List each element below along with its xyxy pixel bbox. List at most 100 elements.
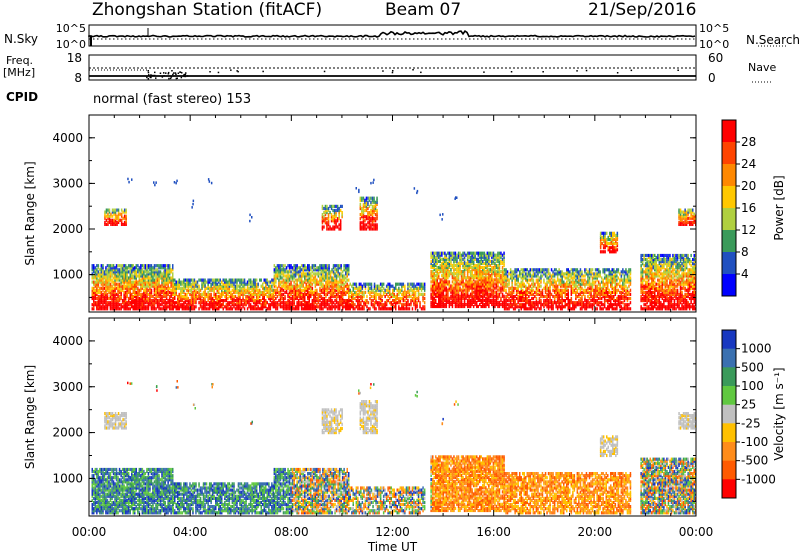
heatmap-cell: [460, 261, 463, 265]
heatmap-cell: [433, 265, 435, 270]
heatmap-cell: [296, 286, 298, 290]
heatmap-cell: [97, 305, 100, 309]
heatmap-cell: [296, 264, 298, 268]
heatmap-cell: [578, 303, 580, 307]
heatmap-cell: [479, 286, 481, 290]
heatmap-cell: [337, 270, 339, 274]
freq-dot: [172, 73, 174, 76]
heatmap-cell: [492, 300, 495, 304]
heatmap-cell: [466, 259, 469, 263]
heatmap-cell: [195, 294, 197, 299]
heatmap-cell: [193, 278, 196, 282]
heatmap-cell: [216, 307, 218, 311]
heatmap-cell: [147, 284, 150, 288]
heatmap-cell: [482, 290, 484, 294]
heatmap-cell: [162, 284, 165, 288]
heatmap-cell: [202, 301, 205, 305]
heatmap-cell: [466, 268, 469, 272]
heatmap-cell: [190, 290, 193, 294]
heatmap-cell: [262, 286, 264, 290]
heatmap-cell: [331, 284, 333, 288]
heatmap-cell: [563, 299, 565, 303]
heatmap-cell: [334, 307, 336, 311]
heatmap-cell: [281, 294, 283, 299]
heatmap-cell: [187, 303, 190, 307]
heatmap-cell: [132, 305, 134, 309]
heatmap-cell: [515, 305, 518, 309]
heatmap-cell: [337, 288, 339, 292]
heatmap-cell: [269, 292, 272, 296]
heatmap-cell: [263, 303, 265, 307]
heatmap-cell: [120, 272, 122, 276]
heatmap-cell: [108, 282, 110, 286]
heatmap-cell: [134, 288, 136, 292]
heatmap-cell: [485, 296, 487, 300]
heatmap-cell: [578, 272, 580, 276]
heatmap-cell: [515, 276, 518, 280]
heatmap-cell: [508, 290, 510, 294]
heatmap-cell: [588, 290, 591, 294]
heatmap-cell: [401, 305, 403, 309]
heatmap-cell: [511, 290, 513, 294]
freq-dot: [163, 72, 165, 74]
heatmap-cell: [180, 303, 182, 307]
heatmap-cell: [569, 303, 571, 307]
heatmap-cell: [117, 307, 119, 311]
heatmap-cell: [532, 282, 535, 286]
heatmap-cell: [469, 276, 472, 280]
heatmap-cell: [296, 294, 298, 299]
heatmap-cell: [528, 270, 530, 274]
heatmap-cell: [441, 284, 443, 288]
heatmap-cell: [227, 292, 229, 296]
heatmap-cell: [469, 255, 472, 259]
heatmap-cell: [495, 263, 498, 268]
heatmap-cell: [260, 305, 262, 309]
heatmap-cell: [360, 307, 362, 311]
heatmap-cell: [373, 303, 376, 307]
heatmap-cell: [450, 257, 452, 261]
heatmap-cell: [423, 282, 426, 286]
heatmap-cell: [482, 300, 484, 304]
heatmap-cell: [512, 294, 515, 299]
heatmap-cell: [96, 292, 98, 296]
heatmap-cell: [476, 294, 478, 298]
heatmap-cell: [230, 280, 232, 284]
heatmap-cell: [175, 284, 177, 288]
heatmap-cell: [243, 301, 246, 305]
heatmap-cell: [126, 288, 128, 292]
heatmap-cell: [497, 282, 499, 286]
heatmap-cell: [556, 292, 559, 296]
heatmap-cell: [423, 305, 426, 309]
heatmap-cell: [378, 305, 380, 309]
heatmap-cell: [526, 288, 528, 292]
heatmap-cell: [252, 299, 255, 303]
heatmap-cell: [135, 278, 137, 282]
heatmap-cell: [170, 280, 172, 284]
heatmap-cell: [265, 278, 267, 282]
heatmap-cell: [334, 284, 336, 288]
heatmap-cell: [465, 302, 467, 307]
freq-dot: [175, 73, 177, 76]
heatmap-cell: [127, 264, 130, 268]
heatmap-cell: [313, 305, 315, 309]
heatmap-cell: [322, 278, 324, 282]
heatmap-cell: [491, 284, 493, 288]
heatmap-cell: [189, 288, 191, 292]
heatmap-cell: [183, 296, 185, 301]
heatmap-cell: [285, 268, 288, 272]
heatmap-cell: [94, 284, 97, 288]
heatmap-cell: [159, 296, 162, 301]
heatmap-cell: [573, 268, 576, 272]
heatmap-cell: [512, 288, 515, 292]
heatmap-cell: [184, 294, 187, 299]
heatmap-cell: [360, 288, 362, 292]
heatmap-cell: [172, 266, 174, 270]
heatmap-cell: [165, 276, 168, 280]
heatmap-cell: [218, 303, 220, 307]
heatmap-cell: [457, 284, 460, 288]
heatmap-cell: [254, 301, 256, 305]
heatmap-cell: [491, 298, 493, 302]
heatmap-cell: [584, 294, 586, 299]
heatmap-cell: [189, 280, 191, 284]
heatmap-cell: [109, 292, 112, 296]
